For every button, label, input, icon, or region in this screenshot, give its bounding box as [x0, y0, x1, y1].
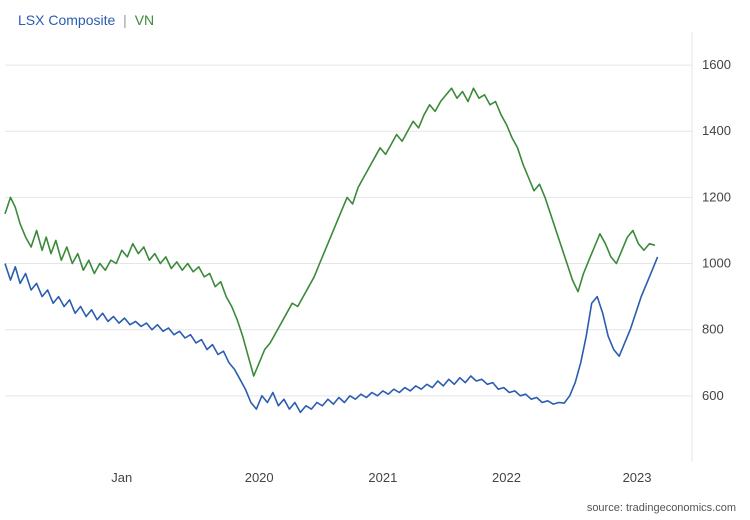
y-axis-tick-label: 600 [702, 388, 724, 403]
y-axis-tick-label: 1600 [702, 57, 731, 72]
legend-series-1: LSX Composite [18, 12, 115, 28]
y-axis-tick-label: 1200 [702, 189, 731, 204]
legend-series-2: VN [135, 12, 154, 28]
y-axis-tick-label: 1000 [702, 256, 731, 271]
chart-plot: 600 800 1000 1200 1400 1600 Jan 2020 2021 2022 202… [0, 0, 750, 520]
chart-container: LSX Composite | VN 600 800 1000 1200 1400 160… [0, 0, 750, 520]
source-attribution: source: tradingeconomics.com [587, 502, 736, 514]
x-axis-tick-label: 2023 [623, 470, 652, 485]
chart-legend: LSX Composite | VN [18, 12, 154, 28]
legend-separator: | [123, 12, 127, 28]
x-axis-tick-label: 2022 [492, 470, 521, 485]
x-axis-tick-label: Jan [111, 470, 132, 485]
y-axis-tick-label: 1400 [702, 123, 731, 138]
x-axis-tick-label: 2020 [245, 470, 274, 485]
x-axis-tick-label: 2021 [368, 470, 397, 485]
y-axis-tick-label: 800 [702, 322, 724, 337]
